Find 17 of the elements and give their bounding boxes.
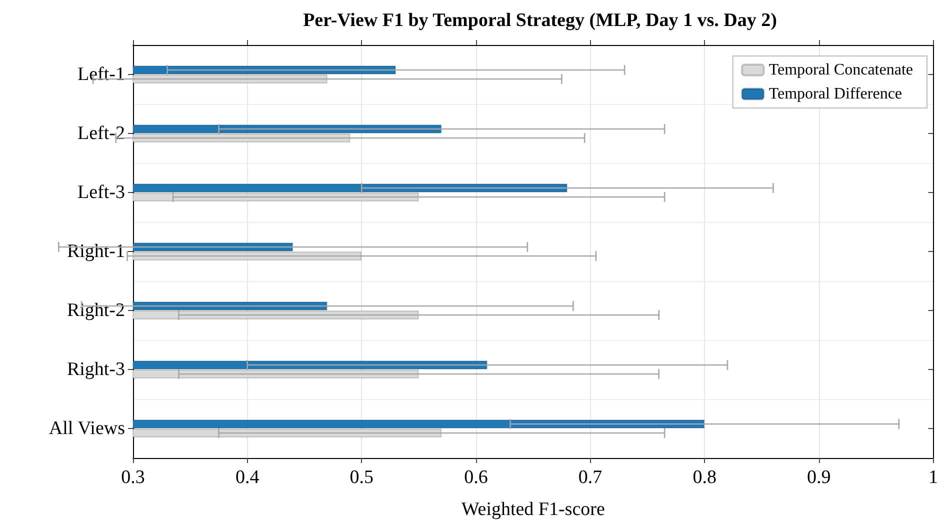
legend-label: Temporal Difference xyxy=(768,86,902,102)
x-tick-label: 0.3 xyxy=(121,467,145,488)
y-tick-label: Left-3 xyxy=(78,182,125,203)
y-tick-label: All Views xyxy=(48,418,125,439)
y-tick-label: Right-3 xyxy=(66,359,125,380)
x-tick-label: 0.6 xyxy=(464,467,488,488)
x-tick-label: 1 xyxy=(928,467,938,488)
x-axis-title: Weighted F1-score xyxy=(461,499,605,520)
y-tick-label: Right-2 xyxy=(66,300,125,321)
x-tick-label: 0.4 xyxy=(235,467,260,488)
x-tick-label: 0.9 xyxy=(807,467,831,488)
x-tick-label: 0.7 xyxy=(578,467,602,488)
x-tick-label: 0.5 xyxy=(350,467,374,488)
x-tick-label: 0.8 xyxy=(692,467,716,488)
y-tick-label: Right-1 xyxy=(66,241,125,262)
legend-label: Temporal Concatenate xyxy=(768,62,914,78)
chart-title: Per-View F1 by Temporal Strategy (MLP, Day 1 vs. Day 2) xyxy=(303,10,777,31)
